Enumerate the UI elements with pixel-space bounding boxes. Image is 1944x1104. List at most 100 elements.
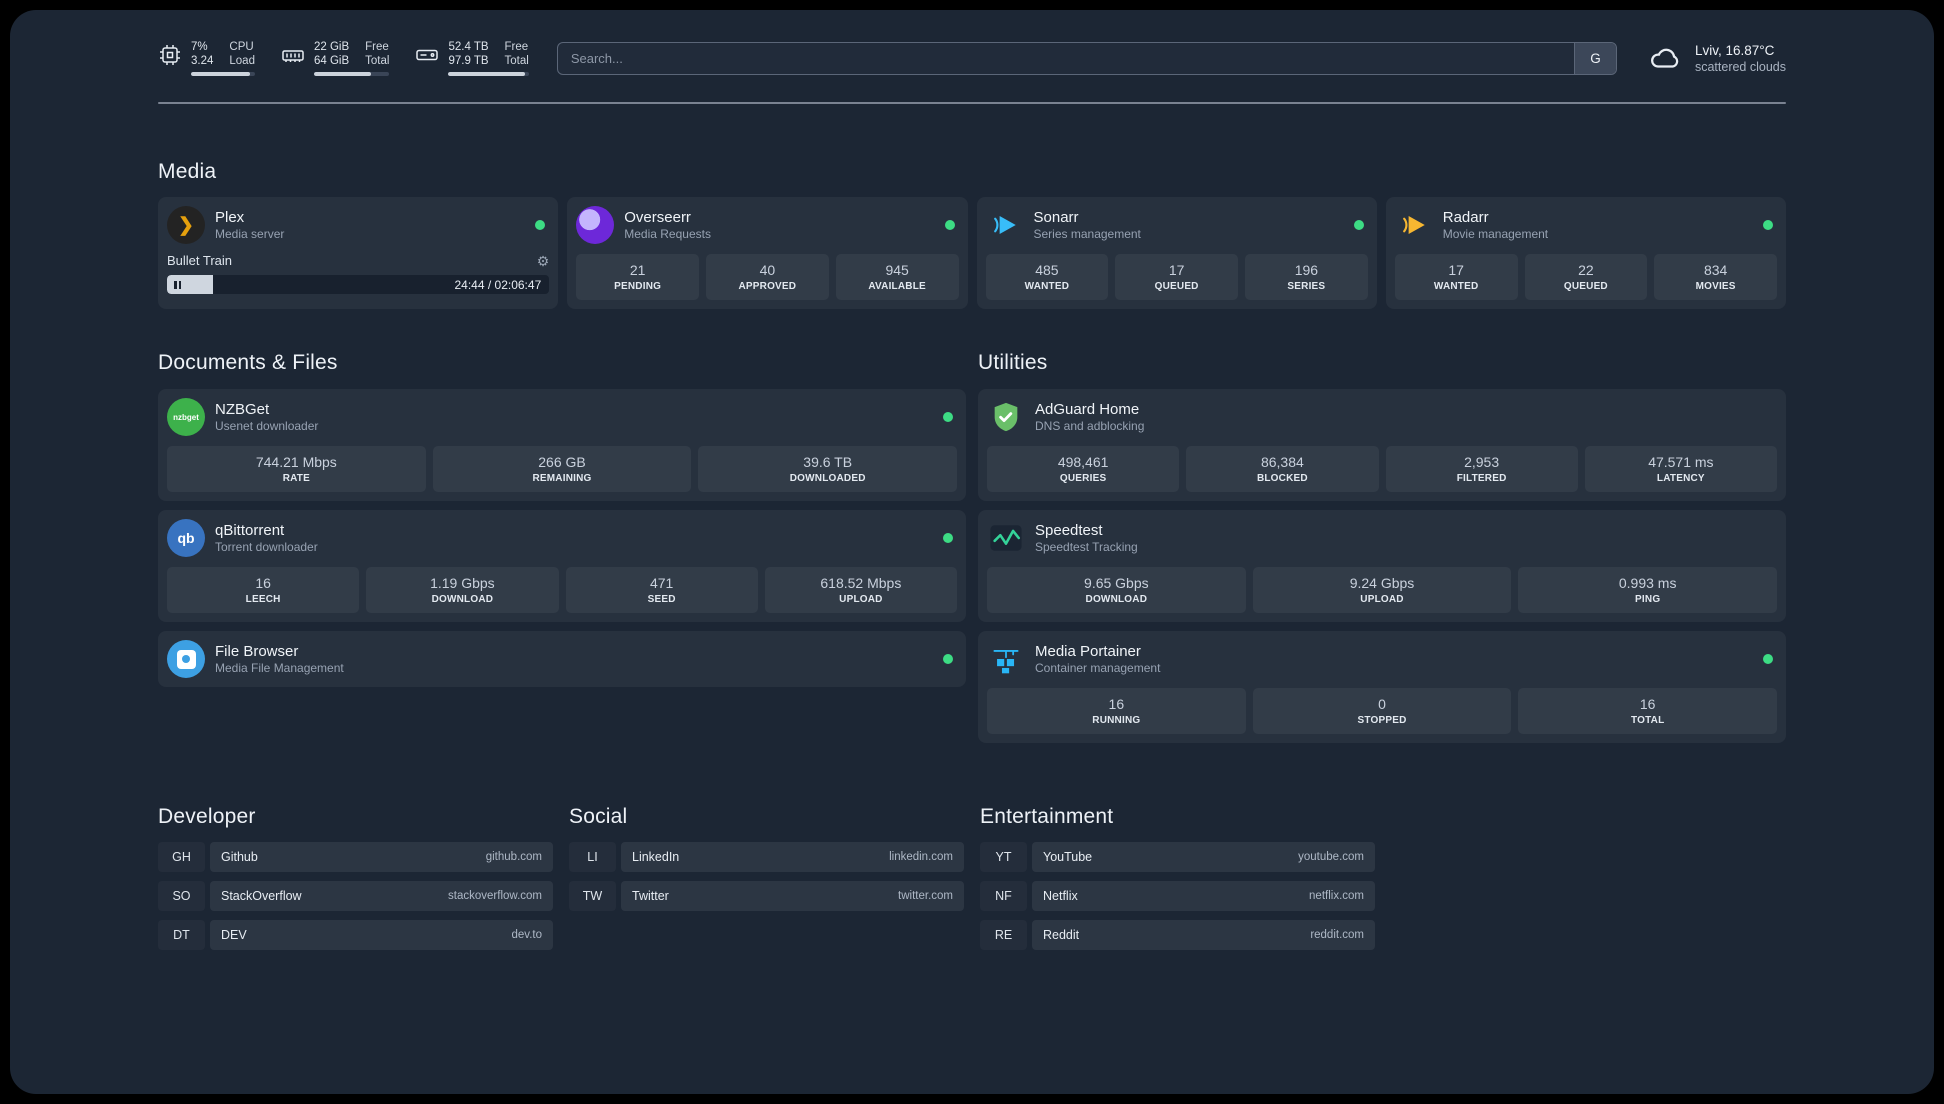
bookmark-domain: reddit.com	[1310, 929, 1364, 941]
memory-icon	[281, 43, 305, 67]
portainer-card[interactable]: Media Portainer Container management 16 …	[978, 631, 1786, 743]
bookmark-domain: netflix.com	[1309, 890, 1364, 902]
stat-label: REMAINING	[532, 473, 592, 484]
developer-section-title: Developer	[158, 805, 256, 828]
bookmark-youtube[interactable]: YT YouTube youtube.com	[980, 842, 1375, 872]
topbar-divider	[158, 102, 1786, 104]
status-dot	[943, 533, 953, 543]
stat-label: APPROVED	[738, 281, 797, 292]
radarr-icon	[1395, 206, 1433, 244]
stat-label: SERIES	[1287, 281, 1326, 292]
stat-value: 945	[885, 262, 909, 278]
stat-value: 9.65 Gbps	[1084, 575, 1149, 591]
disk-progress-fill	[448, 72, 525, 76]
bookmark-abbr: RE	[980, 920, 1027, 950]
bookmark-abbr: YT	[980, 842, 1027, 872]
playback-time: 24:44 / 02:06:47	[454, 277, 542, 292]
speedtest-card[interactable]: Speedtest Speedtest Tracking 9.65 Gbps D…	[978, 510, 1786, 622]
service-subtitle: Media server	[215, 227, 285, 241]
status-dot	[943, 654, 953, 664]
search-bar: G	[556, 41, 1617, 75]
stat-upload: 9.24 Gbps UPLOAD	[1252, 567, 1512, 613]
social-section-title: Social	[569, 805, 628, 828]
stat-total: 16 TOTAL	[1518, 688, 1778, 734]
search-provider-button[interactable]: G	[1573, 42, 1616, 74]
bookmark-dev[interactable]: DT DEV dev.to	[158, 920, 553, 950]
stat-upload: 618.52 Mbps UPLOAD	[764, 567, 957, 613]
weather-widget: Lviv, 16.87°C scattered clouds	[1645, 41, 1786, 75]
section-documents: Documents & Files nzbget NZBGet Usenet d…	[158, 351, 966, 743]
cpu-progress-bar	[191, 72, 255, 76]
stat-download: 1.19 Gbps DOWNLOAD	[366, 567, 559, 613]
stat-seed: 471 SEED	[565, 567, 758, 613]
stat-label: MOVIES	[1695, 281, 1736, 292]
bookmark-netflix[interactable]: NF Netflix netflix.com	[980, 881, 1375, 911]
disk-icon	[415, 43, 439, 67]
overseerr-icon	[576, 206, 615, 244]
stat-label: DOWNLOAD	[431, 594, 494, 605]
stat-label: BLOCKED	[1256, 473, 1308, 484]
stat-wanted: 485 WANTED	[985, 254, 1109, 300]
stat-stopped: 0 STOPPED	[1252, 688, 1512, 734]
cpu-percent: 7%	[191, 41, 208, 53]
stat-value: 196	[1294, 262, 1319, 278]
memory-progress-fill	[313, 72, 372, 76]
memory-progress-bar	[313, 72, 390, 76]
bookmark-abbr: DT	[158, 920, 205, 950]
plex-card[interactable]: ❯ Plex Media server Bullet Train ⚙	[158, 197, 559, 309]
stat-running: 16 RUNNING	[987, 688, 1246, 734]
memory-monitor: 22 GiB 64 GiB Free Total	[281, 40, 390, 76]
stat-value: 16	[255, 575, 271, 591]
cpu-progress-fill	[191, 72, 250, 76]
stat-value: 834	[1703, 262, 1728, 278]
qbittorrent-card[interactable]: qb qBittorrent Torrent downloader 16 LEE…	[158, 510, 966, 622]
stat-latency: 47.571 ms LATENCY	[1584, 446, 1777, 492]
section-media: Media ❯ Plex Media server Bullet Train ⚙	[158, 160, 1786, 309]
adguard-card[interactable]: AdGuard Home DNS and adblocking 498,461 …	[978, 389, 1786, 501]
stat-downloaded: 39.6 TB DOWNLOADED	[698, 446, 958, 492]
stat-value: 16	[1108, 696, 1125, 712]
bookmark-domain: linkedin.com	[889, 851, 953, 863]
stat-queries: 498,461 QUERIES	[987, 446, 1180, 492]
stat-value: 744.21 Mbps	[255, 454, 337, 470]
radarr-card[interactable]: Radarr Movie management 17 WANTED 22 QUE…	[1385, 197, 1786, 309]
service-name: AdGuard Home	[1035, 401, 1140, 418]
service-subtitle: Series management	[1033, 227, 1141, 241]
status-dot	[535, 220, 546, 230]
stat-label: PING	[1635, 594, 1661, 605]
bookmark-reddit[interactable]: RE Reddit reddit.com	[980, 920, 1375, 950]
stat-value: 86,384	[1260, 454, 1304, 470]
gear-icon[interactable]: ⚙	[536, 252, 550, 269]
overseerr-card[interactable]: Overseerr Media Requests 21 PENDING 40 A…	[567, 197, 968, 309]
service-name: Plex	[215, 209, 245, 226]
bookmark-twitter[interactable]: TW Twitter twitter.com	[569, 881, 964, 911]
status-dot	[943, 412, 953, 422]
stat-value: 17	[1168, 262, 1185, 278]
stat-value: 618.52 Mbps	[820, 575, 902, 591]
bookmark-github[interactable]: GH Github github.com	[158, 842, 553, 872]
search-input[interactable]	[556, 41, 1617, 75]
stat-label: DOWNLOAD	[1085, 594, 1148, 605]
bookmark-linkedin[interactable]: LI LinkedIn linkedin.com	[569, 842, 964, 872]
bookmark-stackoverflow[interactable]: SO StackOverflow stackoverflow.com	[158, 881, 553, 911]
disk-label-2: Total	[504, 55, 529, 67]
nzbget-card[interactable]: nzbget NZBGet Usenet downloader 744.21 M…	[158, 389, 966, 501]
filebrowser-card[interactable]: File Browser Media File Management	[158, 631, 966, 687]
bookmark-domain: dev.to	[511, 929, 542, 941]
stat-label: FILTERED	[1456, 473, 1507, 484]
stat-value: 471	[649, 575, 674, 591]
stat-value: 39.6 TB	[803, 454, 853, 470]
pause-icon[interactable]	[174, 280, 181, 289]
stat-label: DOWNLOADED	[789, 473, 866, 484]
playback-progress-bar[interactable]: 24:44 / 02:06:47	[167, 275, 550, 294]
qbittorrent-icon: qb	[167, 519, 205, 557]
stat-value: 9.24 Gbps	[1349, 575, 1415, 591]
bookmark-name: LinkedIn	[632, 850, 680, 864]
bookmark-name: YouTube	[1043, 850, 1093, 864]
stat-pending: 21 PENDING	[576, 254, 699, 300]
bookmark-domain: stackoverflow.com	[448, 890, 542, 902]
adguard-shield-icon	[987, 398, 1025, 436]
bookmark-abbr: NF	[980, 881, 1027, 911]
sonarr-card[interactable]: Sonarr Series management 485 WANTED 17 Q…	[976, 197, 1377, 309]
stat-label: AVAILABLE	[868, 281, 926, 292]
